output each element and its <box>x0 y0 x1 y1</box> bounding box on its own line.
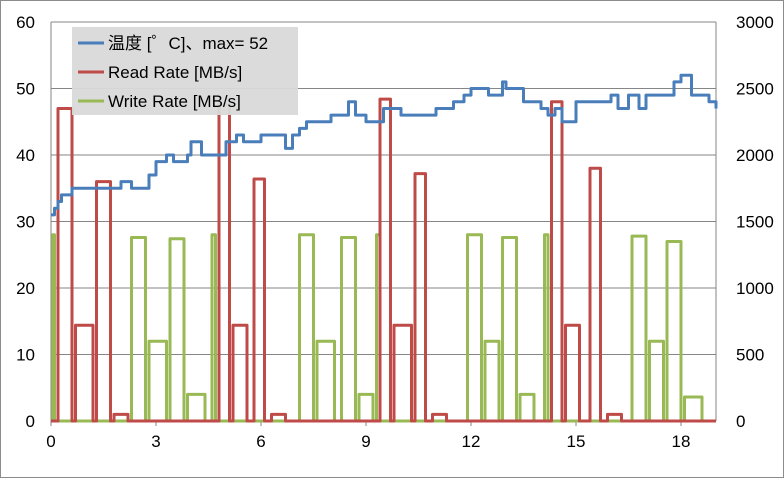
x-tick-label: 6 <box>256 432 265 451</box>
x-tick-label: 12 <box>462 432 481 451</box>
y-right-tick-label: 0 <box>736 412 745 431</box>
y-left-tick-label: 30 <box>16 213 35 232</box>
x-tick-label: 18 <box>672 432 691 451</box>
x-tick-label: 15 <box>567 432 586 451</box>
legend: 温度 [゜C]、max= 52 Read Rate [MB/s] Write R… <box>72 27 298 115</box>
x-tick-label: 0 <box>46 432 55 451</box>
legend-label-write: Write Rate [MB/s] <box>108 92 241 111</box>
series-line-temperature <box>51 73 718 217</box>
series-line-read-rate <box>51 97 716 423</box>
y-left-tick-label: 10 <box>16 346 35 365</box>
y-right-tick-label: 1000 <box>736 279 774 298</box>
axes: 0 10 20 30 40 50 60 0 500 1000 1500 2000 2500 3000 0 3 6… <box>16 13 774 451</box>
series-group <box>51 73 718 423</box>
y-right-tick-label: 3000 <box>736 13 774 32</box>
y-right-tick-label: 1500 <box>736 213 774 232</box>
legend-label-read: Read Rate [MB/s] <box>108 63 242 82</box>
y-left-tick-label: 20 <box>16 279 35 298</box>
x-tick-label: 3 <box>151 432 160 451</box>
series-line-write-rate <box>51 233 716 423</box>
y-right-tick-label: 500 <box>736 346 764 365</box>
y-left-tick-label: 50 <box>16 80 35 99</box>
y-left-tick-label: 40 <box>16 146 35 165</box>
y-right-tick-label: 2000 <box>736 146 774 165</box>
legend-label-temperature: 温度 [゜C]、max= 52 <box>108 34 268 53</box>
y-right-tick-label: 2500 <box>736 80 774 99</box>
x-tick-label: 9 <box>361 432 370 451</box>
y-left-tick-label: 0 <box>26 412 35 431</box>
y-left-tick-label: 60 <box>16 13 35 32</box>
legend-box <box>72 27 298 115</box>
